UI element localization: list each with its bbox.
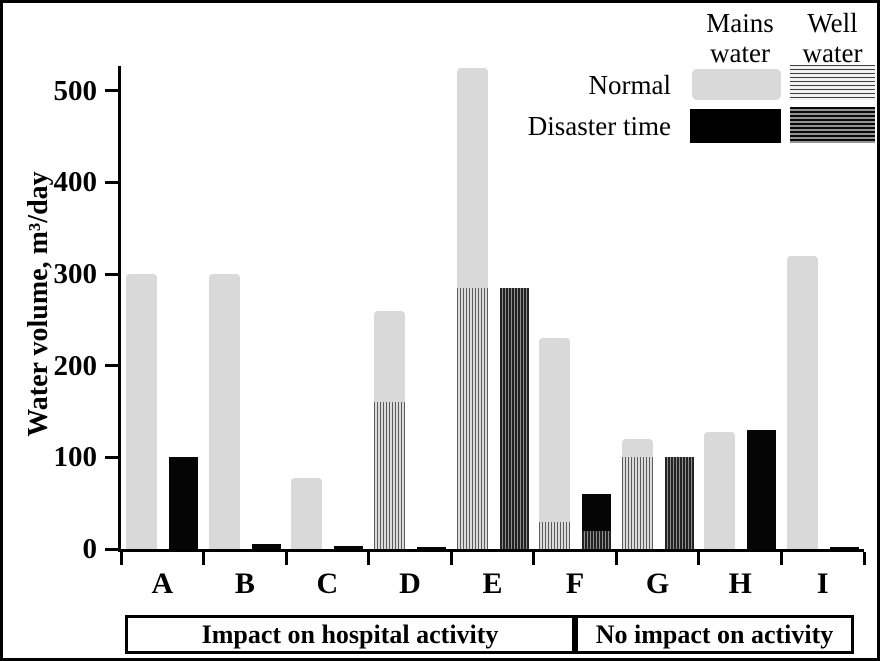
legend-column-header-mains: Mains water [706,8,774,68]
x-tick [614,552,618,565]
y-tick-label: 200 [53,349,98,382]
group-box-impact: Impact on hospital activity [125,615,575,654]
x-tick [119,552,123,565]
legend-column-header-well: Well water [802,8,863,68]
bar-segment [829,547,859,549]
bar-segment [416,547,446,549]
x-tick [367,552,371,565]
category-label: D [399,567,421,600]
bar-segment [208,274,240,549]
y-axis [118,66,121,552]
y-axis-title: Water volume, m³/day [23,171,54,437]
x-tick [779,552,783,565]
y-tick [105,547,118,551]
bar-segment [291,477,323,549]
bar-segment [499,287,529,549]
category-label: F [565,567,585,600]
y-tick-label: 0 [82,533,98,565]
bar-segment [621,439,653,458]
plot-area: 0 100 200 300 400 500 A B C D E F G H I [54,66,866,600]
y-tick [105,180,118,184]
bar-segment [251,543,281,549]
y-tick-label: 400 [53,166,98,199]
bar-segment [169,457,199,549]
bar-segment [126,274,158,549]
y-tick-label: 300 [53,258,98,291]
bar-segment [664,457,694,549]
bar-segment [334,546,364,549]
bar-segment [582,530,612,549]
bar-segment [747,429,777,549]
bar-segment [539,338,571,522]
bar-segment [786,255,818,549]
category-label: H [728,567,752,600]
x-tick [862,552,866,565]
group-box-no-impact-label: No impact on activity [595,619,834,649]
bar-segment [621,457,653,549]
group-box-no-impact: No impact on activity [575,615,854,654]
bar-segment [373,310,405,403]
category-label: A [151,567,174,600]
category-label: I [816,567,829,600]
y-tick [105,455,118,459]
x-tick [202,552,206,565]
x-tick [284,552,288,565]
bar-segment [539,521,571,549]
category-label: C [316,567,339,600]
bar-segment [704,431,736,549]
x-tick [532,552,536,565]
y-tick-label: 100 [53,441,98,474]
bar-segment [456,287,488,549]
x-tick [697,552,701,565]
y-tick [105,272,118,276]
category-label: G [645,567,670,600]
bar-segment [456,67,488,288]
x-tick [449,552,453,565]
group-box-impact-label: Impact on hospital activity [201,619,499,649]
category-label: E [482,567,503,600]
category-label: B [234,567,255,600]
y-tick [105,89,118,93]
y-tick [105,364,118,368]
bar-segment [373,402,405,549]
bar-segment [582,494,612,531]
x-axis [118,549,864,552]
y-tick-label: 500 [53,74,98,107]
